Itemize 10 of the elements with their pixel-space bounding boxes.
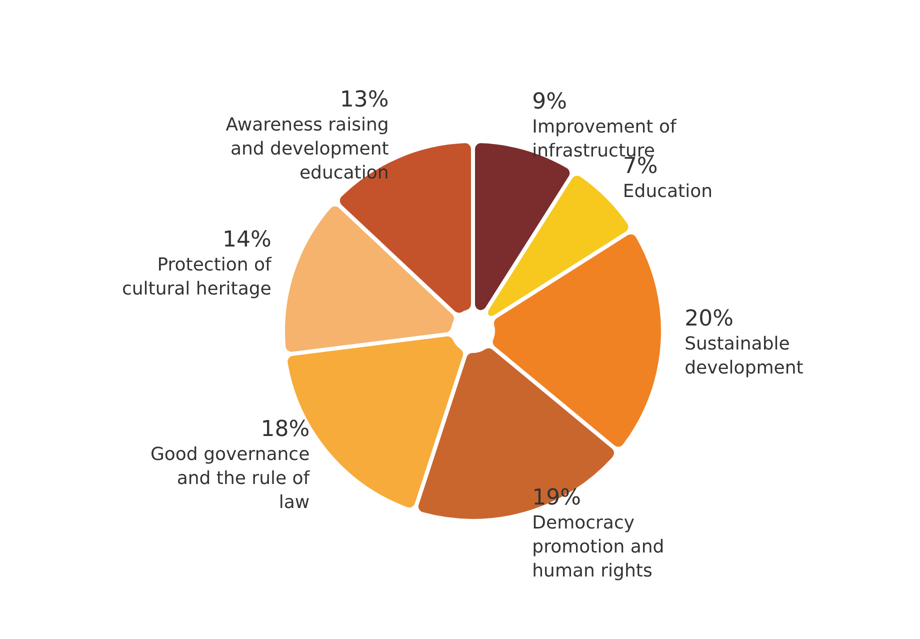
data-label: 14% bbox=[222, 227, 272, 252]
slice-label: Protection of cultural heritage bbox=[122, 254, 272, 300]
slice-label: Sustainable development bbox=[684, 333, 804, 378]
data-label: 13% bbox=[340, 87, 389, 112]
slice-label: Democracy promotion and human rights bbox=[532, 512, 664, 582]
slice-label: Education bbox=[622, 181, 713, 202]
data-label: 20% bbox=[684, 306, 734, 332]
data-label: 9% bbox=[532, 89, 568, 114]
slice-label: Good governance and the rule of law bbox=[150, 444, 310, 514]
data-label: 18% bbox=[260, 417, 310, 442]
